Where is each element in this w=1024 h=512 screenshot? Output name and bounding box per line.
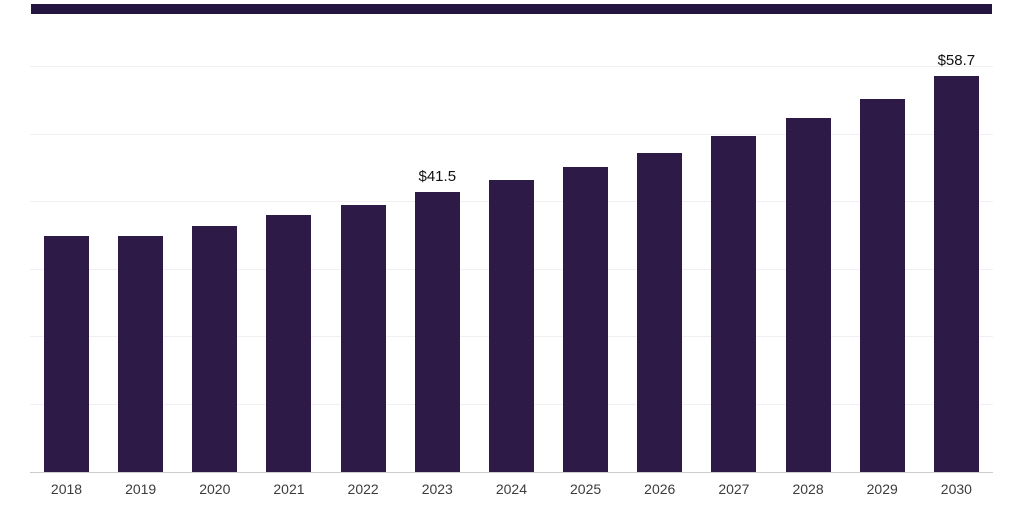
bar-group: $58.7 2030 — [933, 51, 979, 497]
bar — [266, 214, 312, 472]
bar-value-label: $41.5 — [418, 167, 457, 185]
top-accent-bar — [31, 4, 992, 14]
bar-group: 2021 — [266, 214, 312, 497]
gridline — [30, 66, 993, 67]
x-axis-label: 2021 — [273, 481, 305, 497]
x-axis-label: 2028 — [792, 481, 824, 497]
x-axis-label: 2030 — [940, 481, 972, 497]
bar — [933, 75, 979, 472]
bar-group: $41.5 2023 — [414, 167, 460, 497]
bars-row: 2018 2019 2020 2021 2022 $41.5 2023 2024 2025 202… — [30, 0, 993, 497]
x-axis-label: 2020 — [199, 481, 231, 497]
x-axis-label: 2019 — [125, 481, 157, 497]
bar-value-label: $58.7 — [937, 51, 976, 69]
bar — [563, 166, 609, 472]
bar — [414, 191, 460, 472]
bar-group: 2024 — [488, 179, 534, 497]
bar-group: 2018 — [44, 236, 89, 497]
bar-group: 2029 — [859, 98, 905, 497]
bar — [340, 204, 386, 472]
x-axis-label: 2027 — [718, 481, 750, 497]
bar-group: 2020 — [192, 225, 238, 497]
x-axis-label: 2023 — [421, 481, 453, 497]
bar-group: 2026 — [637, 152, 683, 497]
x-axis-label: 2025 — [570, 481, 602, 497]
bar — [118, 235, 164, 472]
x-axis-label: 2018 — [50, 481, 83, 497]
bar — [859, 98, 905, 472]
gridline — [30, 133, 993, 135]
bar — [711, 135, 757, 472]
bar — [488, 179, 534, 472]
bar — [785, 118, 831, 472]
bar-group: 2028 — [785, 118, 831, 497]
bar-group: 2027 — [711, 135, 757, 497]
x-axis-label: 2022 — [347, 481, 379, 497]
bar-group: 2022 — [340, 204, 386, 497]
x-axis-label: 2029 — [866, 481, 898, 497]
bar-group: 2019 — [118, 235, 164, 497]
bar-group: 2025 — [563, 166, 609, 497]
bar — [192, 225, 238, 472]
bar — [44, 236, 89, 472]
bar-chart: 2018 2019 2020 2021 2022 $41.5 2023 2024 2025 202… — [30, 0, 993, 497]
x-axis-label: 2026 — [644, 481, 676, 497]
bar — [637, 152, 683, 472]
x-axis-label: 2024 — [495, 481, 528, 497]
